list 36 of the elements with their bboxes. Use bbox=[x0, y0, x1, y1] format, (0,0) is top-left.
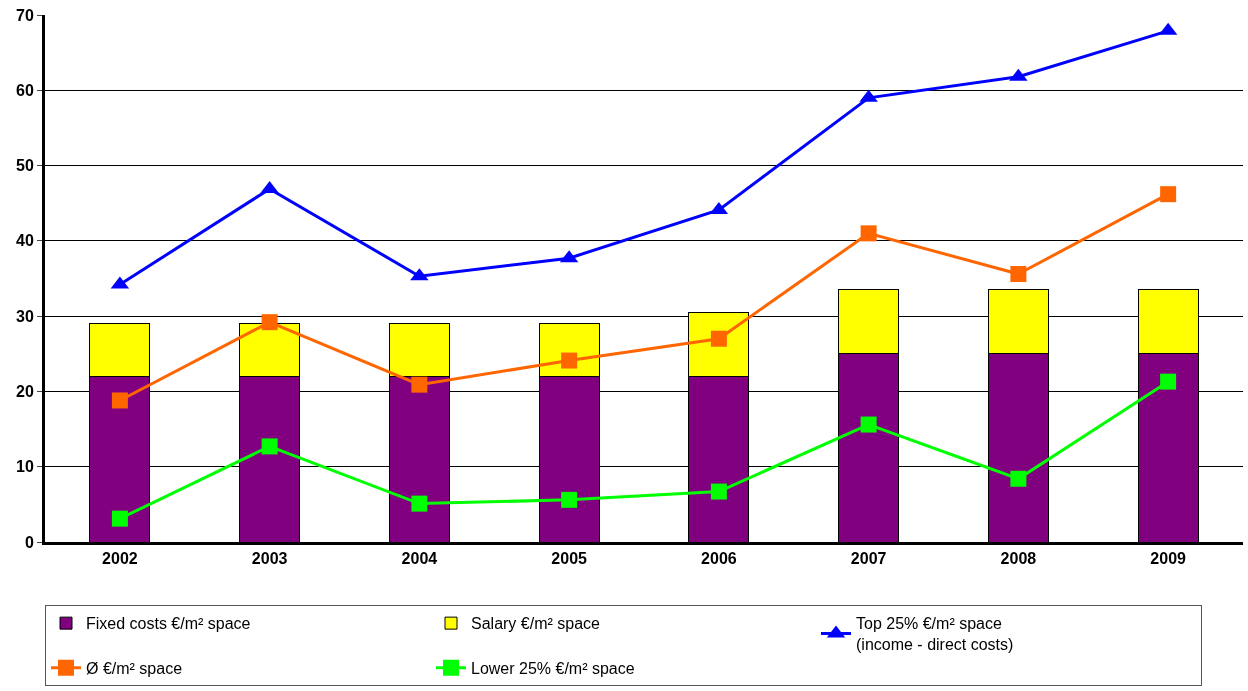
y-tick-label: 60 bbox=[16, 81, 34, 99]
x-tick-label: 2005 bbox=[551, 550, 588, 568]
point bbox=[1160, 373, 1177, 390]
point bbox=[411, 376, 428, 393]
point bbox=[1160, 186, 1177, 203]
x-tick-label: 2004 bbox=[401, 550, 438, 568]
point bbox=[261, 438, 278, 455]
x-tick-label: 2006 bbox=[701, 550, 737, 568]
x-tick-label: 2007 bbox=[850, 550, 887, 568]
y-tick-label: 40 bbox=[16, 232, 34, 250]
y-tick-label: 10 bbox=[16, 458, 34, 476]
point bbox=[411, 495, 428, 512]
y-tick-label: 50 bbox=[16, 157, 34, 175]
point bbox=[1010, 265, 1027, 282]
point bbox=[561, 352, 578, 369]
point bbox=[261, 314, 278, 331]
legend-label: Salary €/m² space bbox=[471, 615, 601, 633]
point bbox=[860, 225, 877, 242]
point bbox=[860, 416, 877, 433]
y-tick-label: 30 bbox=[16, 307, 34, 325]
point bbox=[111, 392, 128, 409]
legend-label: Top 25% €/m² space (income - direct costs) bbox=[856, 615, 1014, 654]
x-tick-label: 2009 bbox=[1150, 550, 1187, 568]
point bbox=[1010, 470, 1027, 487]
x-tick-label: 2008 bbox=[1000, 550, 1037, 568]
x-tick-label: 2002 bbox=[102, 550, 138, 568]
point bbox=[111, 510, 128, 527]
point bbox=[710, 483, 727, 500]
legend-label: Fixed costs €/m² space bbox=[86, 615, 251, 633]
legend-label: Ø €/m² space bbox=[86, 659, 183, 677]
legend-label: Lower 25% €/m² space bbox=[471, 659, 635, 677]
x-tick-label: 2003 bbox=[251, 550, 288, 568]
y-tick-label: 20 bbox=[16, 383, 34, 401]
y-tick-label: 0 bbox=[24, 533, 34, 551]
y-tick-label: 70 bbox=[16, 6, 34, 24]
point bbox=[561, 491, 578, 508]
